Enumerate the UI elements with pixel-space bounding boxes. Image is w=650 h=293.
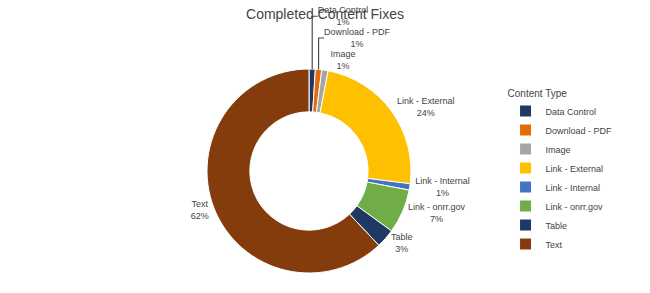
svg-text:Download - PDF1%: Download - PDF1% bbox=[324, 27, 391, 49]
svg-text:Completed Content Fixes: Completed Content Fixes bbox=[246, 6, 404, 22]
svg-text:Text62%: Text62% bbox=[191, 199, 209, 221]
svg-text:Table3%: Table3% bbox=[391, 232, 413, 254]
svg-text:Link - onrr.gov: Link - onrr.gov bbox=[546, 202, 604, 212]
svg-text:Link - onrr.gov7%: Link - onrr.gov7% bbox=[408, 202, 466, 224]
svg-text:Download - PDF: Download - PDF bbox=[546, 126, 613, 136]
svg-text:Link - External: Link - External bbox=[546, 164, 604, 174]
svg-text:Link - External24%: Link - External24% bbox=[397, 96, 455, 118]
svg-text:Link - Internal: Link - Internal bbox=[546, 183, 601, 193]
svg-text:Data Control1%: Data Control1% bbox=[318, 5, 369, 27]
svg-text:Text: Text bbox=[546, 240, 563, 250]
svg-text:Image1%: Image1% bbox=[330, 49, 355, 71]
svg-text:Content Type: Content Type bbox=[508, 88, 568, 99]
svg-text:Data Control: Data Control bbox=[546, 107, 597, 117]
svg-text:Table: Table bbox=[546, 221, 568, 231]
svg-text:Image: Image bbox=[546, 145, 571, 155]
svg-text:Link - Internal1%: Link - Internal1% bbox=[415, 176, 470, 198]
